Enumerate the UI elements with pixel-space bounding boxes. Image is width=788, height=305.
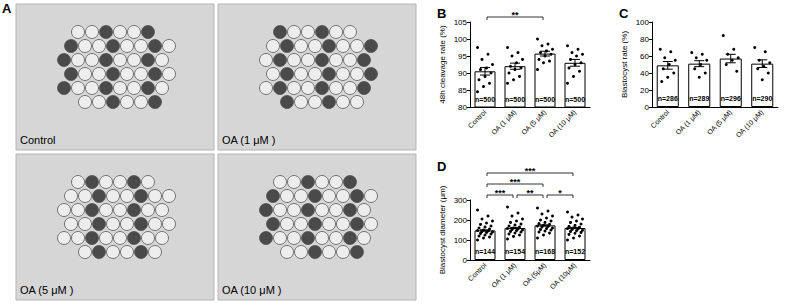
- svg-text:48h cleavage rate (%): 48h cleavage rate (%): [438, 25, 447, 104]
- svg-text:OA (10μM): OA (10μM): [549, 262, 579, 292]
- svg-text:***: ***: [510, 177, 521, 187]
- svg-text:n=154: n=154: [505, 248, 525, 255]
- svg-text:300: 300: [454, 196, 468, 205]
- svg-text:OA (5 μM): OA (5 μM): [520, 109, 548, 137]
- svg-text:**: **: [511, 10, 519, 20]
- svg-text:85: 85: [458, 86, 467, 95]
- svg-text:OA (10 μM ): OA (10 μM ): [222, 284, 282, 296]
- svg-text:OA (1 μM): OA (1 μM): [674, 109, 702, 137]
- svg-text:Blastocyst diameter (μm): Blastocyst diameter (μm): [438, 185, 447, 274]
- svg-text:OA (1 μM): OA (1 μM): [490, 109, 518, 137]
- svg-text:200: 200: [454, 216, 468, 225]
- svg-text:C: C: [619, 6, 629, 21]
- svg-text:0: 0: [463, 256, 468, 265]
- svg-text:n=168: n=168: [535, 248, 555, 255]
- svg-text:n=500: n=500: [565, 96, 585, 103]
- svg-text:n=290: n=290: [752, 95, 772, 102]
- svg-text:OA (1 μM): OA (1 μM): [490, 262, 518, 290]
- svg-text:105: 105: [454, 18, 468, 27]
- svg-text:n=500: n=500: [505, 96, 525, 103]
- svg-text:***: ***: [525, 166, 536, 176]
- svg-text:n=296: n=296: [721, 95, 741, 102]
- svg-text:Control: Control: [20, 134, 55, 146]
- svg-text:20: 20: [640, 86, 649, 95]
- svg-text:n=144: n=144: [475, 248, 495, 255]
- svg-text:80: 80: [640, 35, 649, 44]
- svg-text:100: 100: [636, 18, 650, 27]
- svg-text:OA (10 μM): OA (10 μM): [734, 109, 765, 140]
- svg-text:OA (10 μM): OA (10 μM): [547, 109, 578, 140]
- svg-text:D: D: [437, 159, 446, 174]
- svg-text:OA (5μM): OA (5μM): [521, 262, 548, 289]
- svg-text:Control: Control: [467, 108, 488, 129]
- svg-text:Blastocyst rate (%): Blastocyst rate (%): [620, 31, 629, 98]
- svg-text:A: A: [2, 1, 12, 16]
- svg-text:B: B: [437, 6, 446, 21]
- svg-text:Control: Control: [467, 261, 488, 282]
- svg-text:Control: Control: [649, 108, 670, 129]
- svg-text:90: 90: [458, 69, 467, 78]
- svg-text:100: 100: [454, 35, 468, 44]
- svg-text:**: **: [526, 188, 534, 198]
- svg-text:95: 95: [458, 52, 467, 61]
- svg-text:80: 80: [458, 103, 467, 112]
- svg-text:n=500: n=500: [475, 96, 495, 103]
- svg-text:OA (5 μM ): OA (5 μM ): [20, 284, 73, 296]
- svg-text:n=289: n=289: [689, 95, 709, 102]
- svg-text:***: ***: [495, 188, 506, 198]
- svg-text:n=286: n=286: [658, 95, 678, 102]
- svg-text:*: *: [558, 188, 562, 198]
- svg-text:40: 40: [640, 69, 649, 78]
- svg-text:OA (1 μM ): OA (1 μM ): [222, 134, 275, 146]
- svg-text:100: 100: [454, 236, 468, 245]
- svg-text:n=152: n=152: [565, 248, 585, 255]
- svg-text:n=500: n=500: [535, 96, 555, 103]
- svg-text:0: 0: [645, 103, 650, 112]
- svg-text:60: 60: [640, 52, 649, 61]
- svg-text:OA (5 μM): OA (5 μM): [706, 109, 734, 137]
